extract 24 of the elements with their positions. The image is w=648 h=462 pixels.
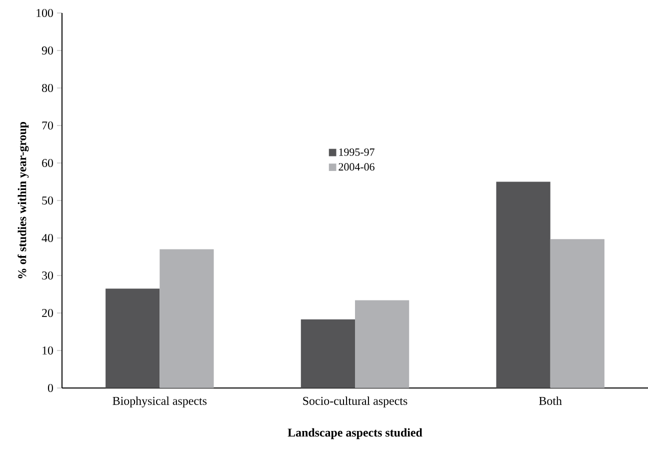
bar bbox=[300, 319, 356, 388]
y-tick-label: 90 bbox=[42, 46, 54, 55]
bar bbox=[550, 239, 604, 388]
y-tick-label: 70 bbox=[42, 121, 54, 130]
x-tick-label: Biophysical aspects bbox=[112, 396, 207, 408]
bar bbox=[106, 288, 160, 388]
y-tick-label: 20 bbox=[42, 308, 54, 318]
y-tick-label: 40 bbox=[42, 234, 54, 242]
y-axis-title: % of studies within year-group bbox=[18, 122, 29, 278]
legend-label: 1995-97 bbox=[339, 148, 374, 156]
x-axis-title: Landscape aspects studied bbox=[288, 428, 422, 440]
x-tick-label: Socio-cultural aspects bbox=[303, 396, 408, 408]
x-tick-label: Both bbox=[539, 396, 562, 405]
y-tick-label: 100 bbox=[36, 8, 54, 18]
y-tick-label: 30 bbox=[42, 271, 54, 280]
bar bbox=[160, 249, 214, 388]
y-tick-label: 80 bbox=[42, 84, 54, 92]
legend-label: 2004-06 bbox=[338, 163, 374, 171]
bar bbox=[496, 182, 550, 388]
y-tick-label: 50 bbox=[42, 196, 54, 205]
y-tick-label: 0 bbox=[48, 384, 54, 392]
bar bbox=[355, 300, 410, 388]
y-tick-label: 60 bbox=[42, 158, 54, 168]
y-tick-label: 10 bbox=[42, 346, 54, 355]
